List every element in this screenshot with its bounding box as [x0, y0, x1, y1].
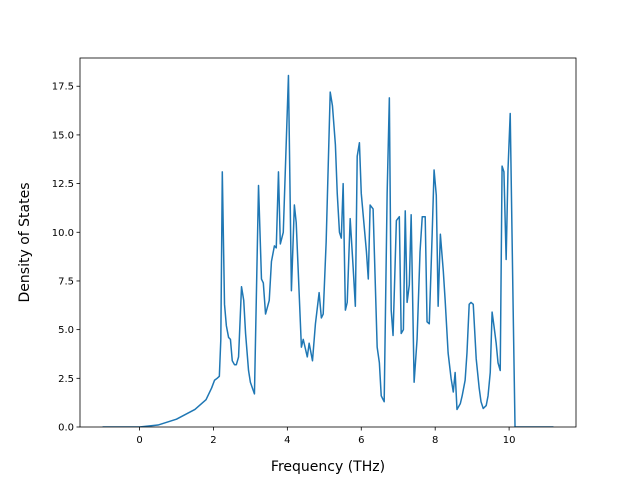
y-tick-label: 5.0	[58, 325, 74, 336]
y-tick-label: 15.0	[52, 130, 74, 141]
x-tick-label: 0	[136, 435, 142, 446]
x-tick-label: 6	[358, 435, 364, 446]
x-axis-label: Frequency (THz)	[271, 459, 385, 475]
x-tick-label: 10	[503, 435, 516, 446]
x-tick-label: 2	[210, 435, 216, 446]
x-tick-label: 4	[284, 435, 290, 446]
y-tick-label: 0.0	[58, 423, 74, 434]
x-tick-label: 8	[432, 435, 438, 446]
y-tick-label: 7.5	[58, 276, 74, 287]
y-tick-label: 12.5	[52, 179, 74, 190]
y-tick-label: 2.5	[58, 374, 74, 385]
y-axis-label: Density of States	[17, 183, 33, 303]
y-tick-label: 17.5	[52, 82, 74, 93]
plot-frame	[79, 57, 577, 428]
y-tick-label: 10.0	[52, 228, 74, 239]
dos-line	[102, 74, 554, 427]
